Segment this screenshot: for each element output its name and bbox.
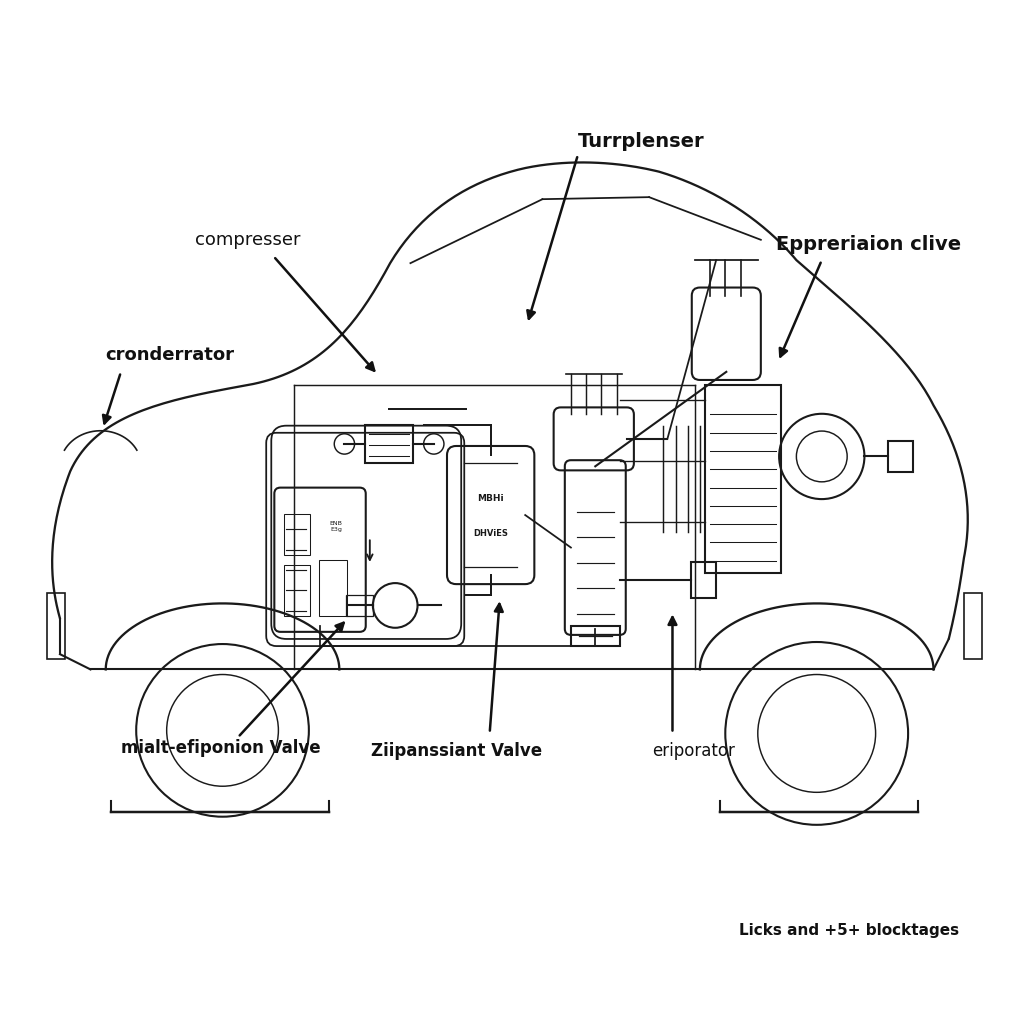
Text: DHViES: DHViES — [473, 528, 508, 538]
Bar — [571, 626, 620, 646]
Text: Turrplenser: Turrplenser — [578, 132, 705, 151]
Bar — [285, 565, 310, 615]
Text: MBHi: MBHi — [477, 494, 504, 503]
Text: Eppreriaion clive: Eppreriaion clive — [776, 236, 962, 254]
Text: Licks and +5+ blocktages: Licks and +5+ blocktages — [739, 923, 959, 938]
Bar — [964, 593, 982, 659]
Bar — [285, 514, 310, 555]
Text: ENB
E3g: ENB E3g — [330, 521, 343, 531]
Bar — [47, 593, 66, 659]
Bar — [319, 560, 347, 615]
Bar — [365, 425, 414, 463]
Bar — [888, 441, 913, 472]
Bar — [705, 385, 781, 573]
Bar — [346, 595, 373, 615]
Text: Ziipanssiant Valve: Ziipanssiant Valve — [371, 741, 542, 760]
Bar — [691, 562, 716, 598]
Text: mialt-efiponion Valve: mialt-efiponion Valve — [121, 738, 321, 757]
Text: cronderrator: cronderrator — [105, 345, 234, 364]
Text: compresser: compresser — [196, 230, 301, 249]
Text: eriporator: eriporator — [652, 741, 735, 760]
